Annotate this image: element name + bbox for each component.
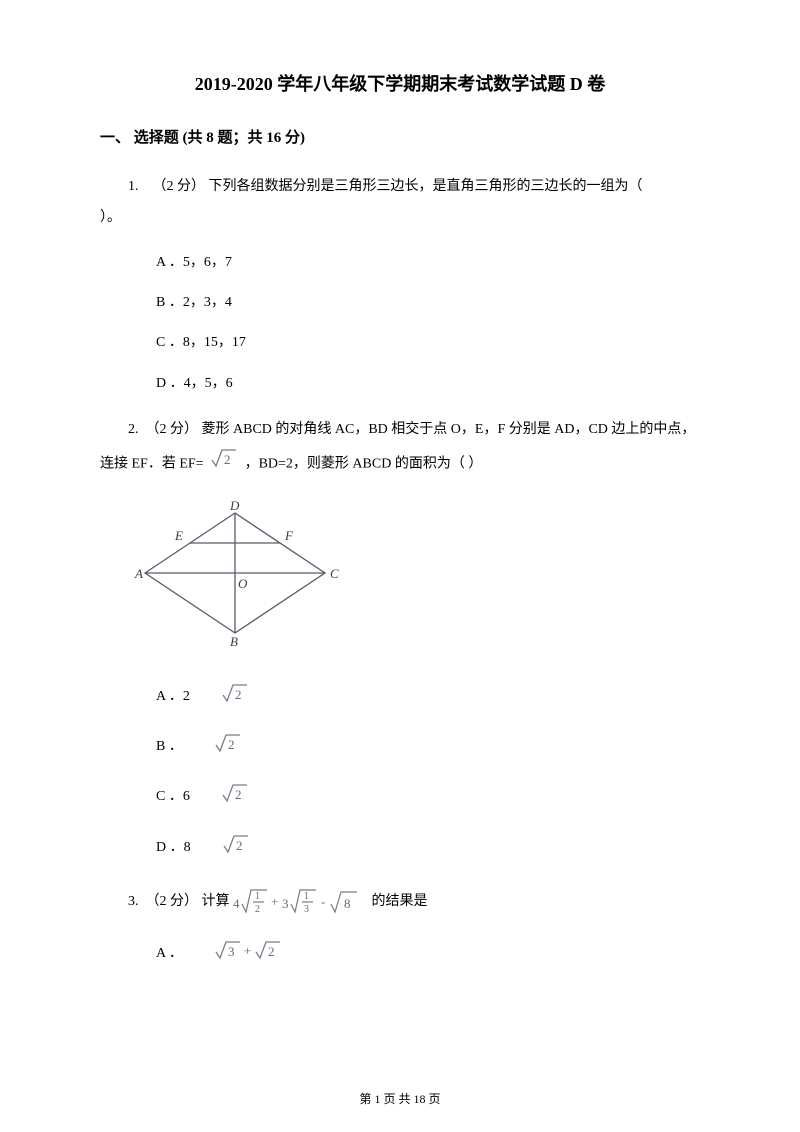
q1-option-d: D ．4，5，6 xyxy=(100,373,700,395)
q2-option-a: A ．2 2 xyxy=(100,681,700,713)
svg-text:2: 2 xyxy=(268,944,275,959)
question-1: 1. （2 分） 下列各组数据分别是三角形三边长，是直角三角形的三边长的一组为（… xyxy=(100,172,700,395)
sqrt2-icon: 2 xyxy=(186,731,242,763)
svg-text:C: C xyxy=(330,566,339,581)
svg-text:-: - xyxy=(321,894,325,909)
q2-points: （2 分） xyxy=(146,422,199,437)
q1-number: 1. xyxy=(128,179,139,194)
svg-text:2: 2 xyxy=(236,838,243,853)
q2-text-line1: 2. （2 分） 菱形 ABCD 的对角线 AC，BD 相交于点 O，E，F 分… xyxy=(100,415,700,446)
q2-option-d: D ．8 2 xyxy=(100,832,700,864)
q3-expression: 4 1 2 + 3 1 3 - 8 xyxy=(233,884,368,920)
sqrt3-plus-sqrt2-icon: 3 + 2 xyxy=(186,938,286,970)
svg-text:3: 3 xyxy=(304,904,309,915)
svg-text:+: + xyxy=(271,894,278,909)
q3-body2: 的结果是 xyxy=(372,894,428,909)
section-header: 一、 选择题 (共 8 题；共 16 分) xyxy=(100,126,700,147)
svg-text:1: 1 xyxy=(304,891,309,902)
q1-text: 1. （2 分） 下列各组数据分别是三角形三边长，是直角三角形的三边长的一组为（ xyxy=(100,172,700,203)
q2-option-c: C ．6 2 xyxy=(100,781,700,813)
sqrt2-icon: 2 xyxy=(193,781,249,813)
svg-text:O: O xyxy=(238,576,248,591)
q2-body1: 菱形 ABCD 的对角线 AC，BD 相交于点 O，E，F 分别是 AD，CD … xyxy=(202,422,696,437)
q3-option-a: A ． 3 + 2 xyxy=(100,938,700,970)
sqrt2-icon: 2 xyxy=(210,446,238,483)
svg-text:3: 3 xyxy=(228,944,235,959)
q3-body1: 计算 xyxy=(202,894,230,909)
sqrt2-icon: 2 xyxy=(193,681,249,713)
q1-option-c: C ．8，15，17 xyxy=(100,332,700,354)
svg-text:+: + xyxy=(244,943,251,958)
svg-text:2: 2 xyxy=(228,737,235,752)
svg-text:2: 2 xyxy=(255,904,260,915)
svg-text:4: 4 xyxy=(233,896,240,911)
question-3: 3. （2 分） 计算 4 1 2 + 3 1 xyxy=(100,884,700,970)
svg-text:2: 2 xyxy=(235,787,242,802)
svg-text:1: 1 xyxy=(255,891,260,902)
svg-text:2: 2 xyxy=(235,687,242,702)
svg-text:E: E xyxy=(174,528,183,543)
q1-option-a: A ．5，6，7 xyxy=(100,252,700,274)
q2-number: 2. xyxy=(128,422,139,437)
sqrt2-icon: 2 xyxy=(194,832,250,864)
q2-text-line2: 连接 EF．若 EF= 2 ，BD=2，则菱形 ABCD 的面积为（ ） xyxy=(100,446,700,483)
page-title: 2019-2020 学年八年级下学期期末考试数学试题 D 卷 xyxy=(100,70,700,96)
q2-option-b: B ． 2 xyxy=(100,731,700,763)
q3-text: 3. （2 分） 计算 4 1 2 + 3 1 xyxy=(100,884,700,920)
q1-body: 下列各组数据分别是三角形三边长，是直角三角形的三边长的一组为（ xyxy=(209,179,643,194)
q1-points: （2 分） xyxy=(153,179,206,194)
svg-text:A: A xyxy=(134,566,143,581)
svg-text:F: F xyxy=(284,528,294,543)
rhombus-diagram: A B C D E F O xyxy=(130,498,700,661)
q1-option-b: B ．2，3，4 xyxy=(100,292,700,314)
q2-body2: 连接 EF．若 EF= xyxy=(100,457,204,472)
q1-close: ）。 xyxy=(100,203,700,234)
svg-text:3: 3 xyxy=(282,896,289,911)
svg-text:8: 8 xyxy=(344,896,351,911)
q2-body3: ，BD=2，则菱形 ABCD 的面积为（ ） xyxy=(245,457,483,472)
svg-text:B: B xyxy=(230,634,238,648)
svg-text:D: D xyxy=(229,498,240,513)
page-footer: 第 1 页 共 18 页 xyxy=(0,1090,800,1107)
q3-number: 3. xyxy=(128,894,139,909)
q3-points: （2 分） xyxy=(146,894,199,909)
question-2: 2. （2 分） 菱形 ABCD 的对角线 AC，BD 相交于点 O，E，F 分… xyxy=(100,415,700,864)
svg-text:2: 2 xyxy=(224,452,231,467)
